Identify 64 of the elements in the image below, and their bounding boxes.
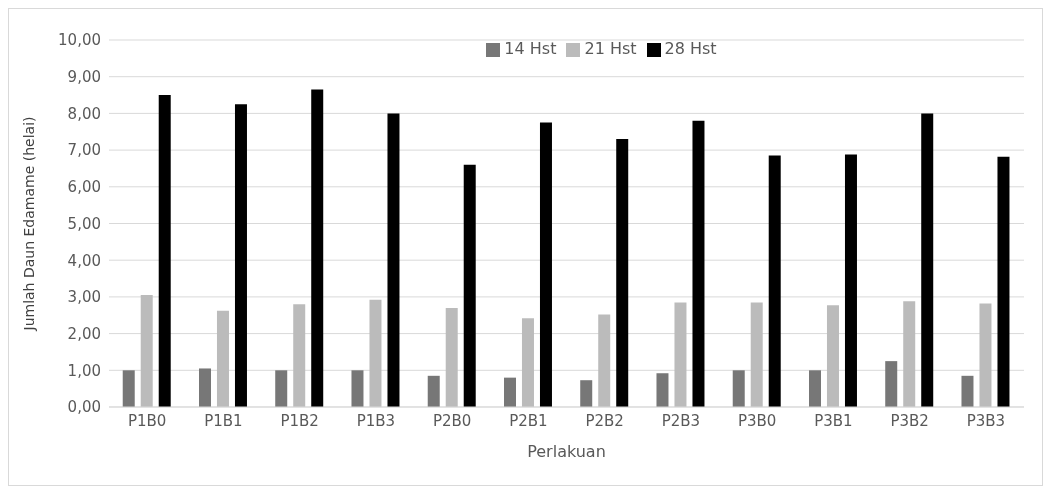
bar [503,377,516,407]
bar [580,380,593,407]
bar [808,370,821,407]
bar [692,120,705,407]
bar [598,314,611,407]
x-tick-label: P3B1 [814,411,853,430]
x-tick-label: P3B2 [890,411,929,430]
bar [844,154,857,407]
bar [311,89,324,407]
bar [122,370,135,407]
bar [674,302,687,407]
y-tick-label: 8,00 [67,104,101,123]
bar [216,310,229,407]
x-axis-title: Perlakuan [527,442,606,461]
bar [961,375,974,407]
x-tick-label: P2B0 [432,411,472,430]
bar [158,95,171,407]
bar [921,113,934,407]
bar [351,370,364,407]
bar [616,139,629,407]
bar [463,164,476,407]
y-tick-label: 0,00 [67,398,101,417]
bar [234,104,247,407]
x-tick-label: P1B2 [280,411,319,430]
bar [369,299,382,407]
bar [387,113,400,407]
bar [445,307,458,407]
x-tick-label: P3B0 [737,411,777,430]
bar [885,361,898,407]
legend-label: 28 Hst [664,39,717,58]
x-tick-label: P1B0 [127,411,167,430]
x-tick-label: P1B1 [204,411,243,430]
y-tick-label: 3,00 [67,288,101,307]
bar [293,304,306,407]
y-tick-label: 2,00 [67,324,101,343]
x-tick-label: P2B3 [661,411,701,430]
bar [750,302,763,407]
bar [198,368,211,407]
x-tick-label: P2B1 [509,411,548,430]
y-tick-label: 5,00 [67,214,101,233]
bar [732,370,745,407]
y-tick-label: 1,00 [67,361,101,380]
y-tick-label: 10,00 [58,31,101,50]
x-tick-label: P2B2 [585,411,624,430]
bar [903,301,916,407]
y-tick-label: 7,00 [67,141,101,160]
bar [539,122,552,407]
bar [656,373,669,407]
bar [140,295,153,407]
y-tick-label: 4,00 [67,251,101,270]
bar [521,318,534,407]
bar [275,370,288,407]
x-tick-label: P3B3 [966,411,1006,430]
bar [826,305,839,407]
legend-label: 14 Hst [504,39,557,58]
bar [427,375,440,407]
y-tick-label: 9,00 [67,68,101,87]
y-tick-label: 6,00 [67,178,101,197]
y-axis-title: Jumlah Daun Edamame (helai) [20,116,37,332]
bar [768,155,781,407]
legend-label: 21 Hst [584,39,637,58]
bar [979,303,992,407]
x-tick-label: P1B3 [356,411,396,430]
bar [997,156,1010,407]
